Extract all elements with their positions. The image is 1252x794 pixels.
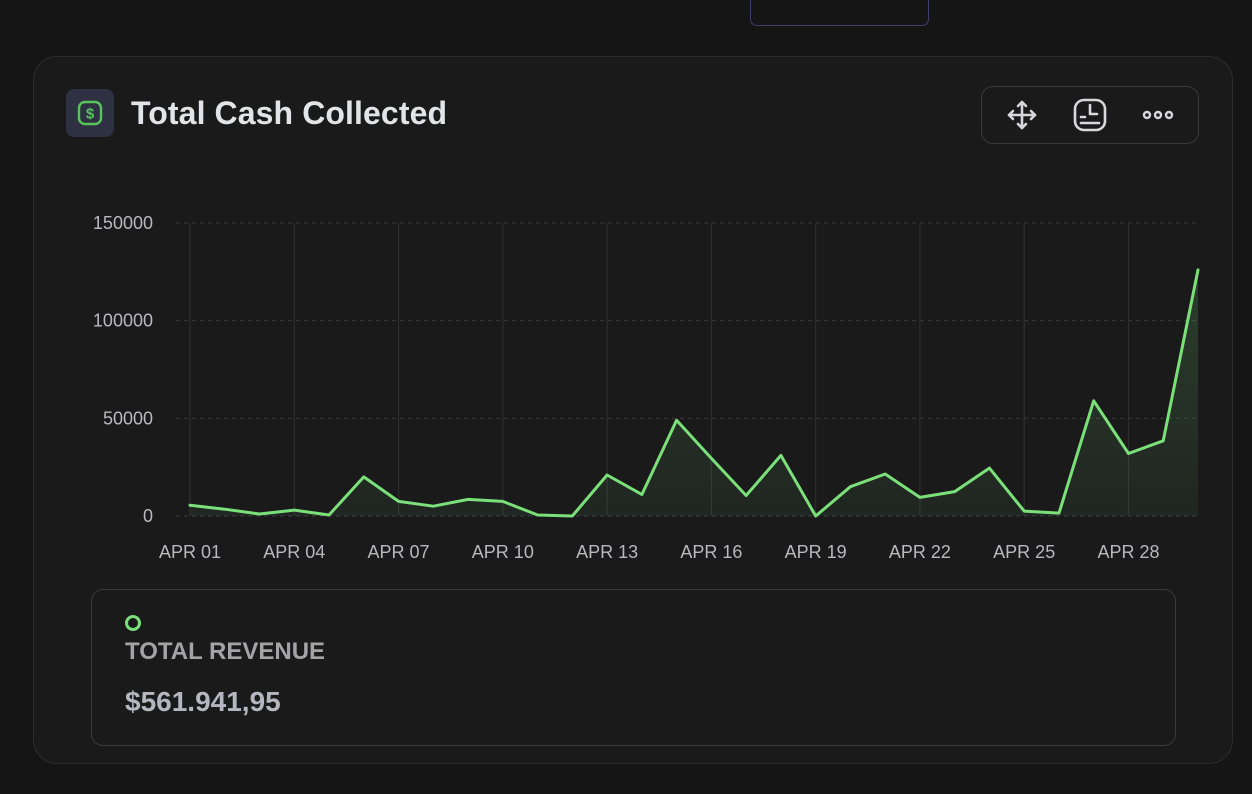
- data-point: [813, 513, 819, 519]
- data-point: [639, 492, 645, 498]
- x-tick-label: APR 01: [159, 542, 221, 562]
- y-tick-label: 50000: [103, 408, 153, 428]
- card-toolbar: [981, 86, 1199, 144]
- data-point: [291, 507, 297, 513]
- y-tick-label: 0: [143, 506, 153, 526]
- dollar-icon: $: [66, 89, 114, 137]
- data-point: [1091, 398, 1097, 404]
- more-icon: [1142, 110, 1174, 120]
- move-icon: [1007, 100, 1037, 130]
- move-button[interactable]: [998, 93, 1046, 137]
- data-point: [882, 471, 888, 477]
- history-button[interactable]: [1066, 93, 1114, 137]
- x-tick-label: APR 25: [993, 542, 1055, 562]
- y-tick-label: 150000: [93, 213, 153, 233]
- y-tick-label: 100000: [93, 311, 153, 331]
- total-cash-card: $ Total Cash Collected: [33, 56, 1233, 764]
- data-point: [952, 489, 958, 495]
- x-tick-label: APR 19: [785, 542, 847, 562]
- data-point: [674, 417, 680, 423]
- series-area: [190, 269, 1198, 516]
- data-point: [326, 512, 332, 518]
- data-point: [1195, 267, 1201, 273]
- series-line: [188, 268, 1200, 518]
- data-point: [187, 502, 193, 508]
- more-button[interactable]: [1134, 93, 1182, 137]
- data-point: [257, 511, 263, 517]
- card-title: Total Cash Collected: [131, 95, 448, 131]
- clock-icon: [1073, 98, 1107, 132]
- x-tick-label: APR 22: [889, 542, 951, 562]
- x-tick-label: APR 13: [576, 542, 638, 562]
- summary-label: TOTAL REVENUE: [125, 638, 326, 665]
- summary-value: $561.941,95: [125, 686, 281, 717]
- data-point: [1021, 508, 1027, 514]
- data-point: [569, 513, 575, 519]
- data-point: [1160, 438, 1166, 444]
- legend-dot: [125, 615, 141, 631]
- summary-panel: TOTAL REVENUE $561.941,95: [91, 589, 1176, 746]
- data-point: [430, 503, 436, 509]
- x-tick-label: APR 10: [472, 542, 534, 562]
- data-point: [917, 494, 923, 500]
- data-point: [535, 512, 541, 518]
- x-tick-label: APR 04: [263, 542, 325, 562]
- data-point: [1056, 510, 1062, 516]
- data-point: [222, 506, 228, 512]
- x-tick-label: APR 16: [680, 542, 742, 562]
- svg-text:$: $: [86, 106, 95, 123]
- data-point: [500, 498, 506, 504]
- data-point: [604, 472, 610, 478]
- data-point: [396, 498, 402, 504]
- data-point: [361, 474, 367, 480]
- data-point: [1125, 450, 1131, 456]
- top-tab[interactable]: [750, 0, 929, 26]
- data-point: [778, 452, 784, 458]
- data-point: [847, 484, 853, 490]
- cash-collected-chart: 150000 100000 50000 0 APR 01 APR 04 APR 07 APR…: [93, 213, 1201, 562]
- x-tick-label: APR 07: [368, 542, 430, 562]
- x-tick-label: APR 28: [1097, 542, 1159, 562]
- data-point: [743, 492, 749, 498]
- data-point: [986, 465, 992, 471]
- data-point: [465, 496, 471, 502]
- data-point: [708, 455, 714, 461]
